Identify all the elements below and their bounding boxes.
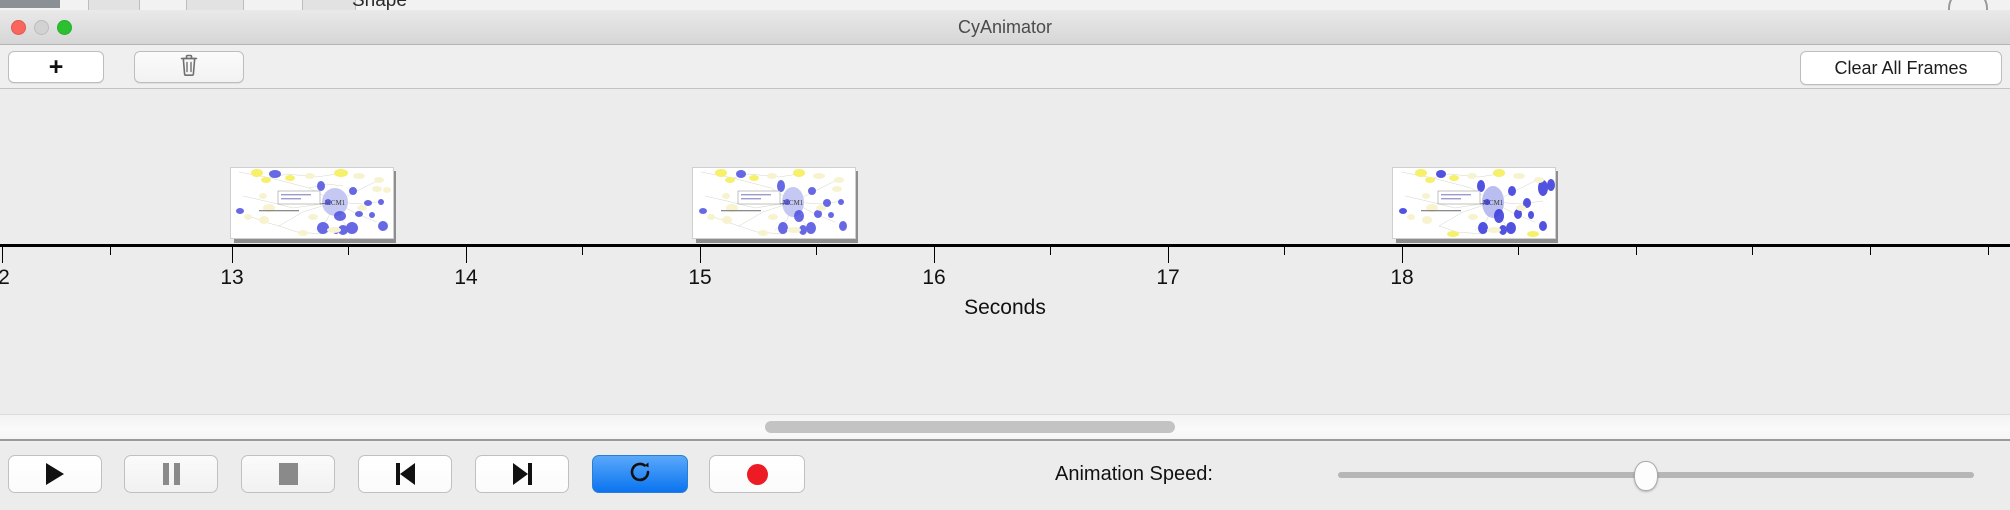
add-frame-button[interactable]: +: [8, 51, 104, 83]
network-graph: MCM1: [236, 169, 391, 236]
skip-forward-icon: [512, 463, 532, 485]
tick-minor: [110, 247, 111, 255]
tick-label: 15: [688, 266, 712, 289]
record-button[interactable]: [709, 455, 805, 493]
tick-major: [2, 247, 3, 263]
background-shape-label: Shape: [352, 0, 407, 11]
svg-text:MCM1: MCM1: [783, 199, 804, 207]
zoom-button[interactable]: [57, 20, 72, 35]
tick-minor: [1518, 247, 1519, 255]
slider-thumb[interactable]: [1634, 461, 1658, 491]
tick-minor: [1636, 247, 1637, 255]
clear-all-frames-button[interactable]: Clear All Frames: [1800, 51, 2002, 85]
tick-label: 18: [1390, 266, 1414, 289]
title-bar: CyAnimator: [0, 10, 2010, 45]
trash-icon: [179, 53, 199, 82]
next-frame-button[interactable]: [475, 455, 569, 493]
play-icon: [46, 463, 64, 485]
delete-frame-button[interactable]: [134, 51, 244, 83]
plus-icon: +: [48, 52, 64, 81]
tick-major: [466, 247, 467, 263]
stop-button[interactable]: [241, 455, 335, 493]
tick-minor: [1988, 247, 1989, 255]
tick-minor: [1050, 247, 1051, 255]
background-chip: [88, 0, 140, 10]
background-chip: [186, 0, 244, 10]
tick-label: 2: [0, 266, 10, 289]
timeline-panel[interactable]: MCM1: [0, 89, 2010, 414]
tick-minor: [816, 247, 817, 255]
pause-button[interactable]: [124, 455, 218, 493]
tick-label: 17: [1156, 266, 1180, 289]
playback-control-bar: Animation Speed:: [0, 443, 2010, 510]
frame-toolbar: + Clear All Frames: [0, 45, 2010, 89]
tick-major: [1402, 247, 1403, 263]
tick-minor: [1752, 247, 1753, 255]
traffic-light-group: [11, 20, 72, 35]
frame-network-image: MCM1: [692, 167, 856, 239]
previous-frame-button[interactable]: [358, 455, 452, 493]
network-graph: MCM1: [1399, 169, 1555, 237]
window-title: CyAnimator: [957, 17, 1053, 37]
play-button[interactable]: [8, 455, 102, 493]
axis-title: Seconds: [964, 296, 1046, 319]
timeline-ruler[interactable]: 2 13 14 15 16 17 18 Seconds: [0, 244, 2010, 339]
clear-all-frames-label: Clear All Frames: [1834, 57, 1968, 78]
axis-line: [0, 244, 2010, 247]
frame-network-image: MCM1: [230, 167, 394, 239]
scrollbar-thumb[interactable]: [765, 421, 1175, 433]
frame-thumbnail[interactable]: MCM1: [230, 167, 396, 243]
svg-text:MCM1: MCM1: [1483, 199, 1504, 207]
frame-thumbnail[interactable]: MCM1: [1392, 167, 1558, 243]
tick-major: [232, 247, 233, 263]
tick-label: 13: [220, 266, 244, 289]
frame-network-image: MCM1: [1392, 167, 1556, 239]
animation-speed-label: Animation Speed:: [1055, 463, 1213, 485]
background-toolbar-dark-chip: [0, 0, 60, 8]
stop-icon: [278, 463, 298, 485]
background-arc-icon: [1948, 0, 1988, 10]
background-chip: [302, 0, 356, 10]
network-graph: MCM1: [699, 169, 847, 236]
tick-label: 14: [454, 266, 478, 289]
loop-button[interactable]: [592, 455, 688, 493]
frame-thumbnail[interactable]: MCM1: [692, 167, 858, 243]
tick-minor: [1284, 247, 1285, 255]
tick-major: [934, 247, 935, 263]
frames-strip: MCM1: [0, 89, 2010, 244]
tick-minor: [348, 247, 349, 255]
tick-minor: [582, 247, 583, 255]
close-button[interactable]: [11, 20, 26, 35]
timeline-scrollbar[interactable]: [0, 414, 2010, 441]
minimize-button[interactable]: [34, 20, 49, 35]
loop-icon: [627, 459, 653, 490]
pause-icon: [162, 463, 180, 485]
tick-major: [1168, 247, 1169, 263]
record-icon: [746, 463, 768, 485]
animation-speed-slider[interactable]: [1338, 461, 1974, 491]
tick-major: [700, 247, 701, 263]
skip-back-icon: [395, 463, 415, 485]
tick-label: 16: [922, 266, 946, 289]
svg-text:MCM1: MCM1: [325, 199, 346, 207]
tick-minor: [1870, 247, 1871, 255]
